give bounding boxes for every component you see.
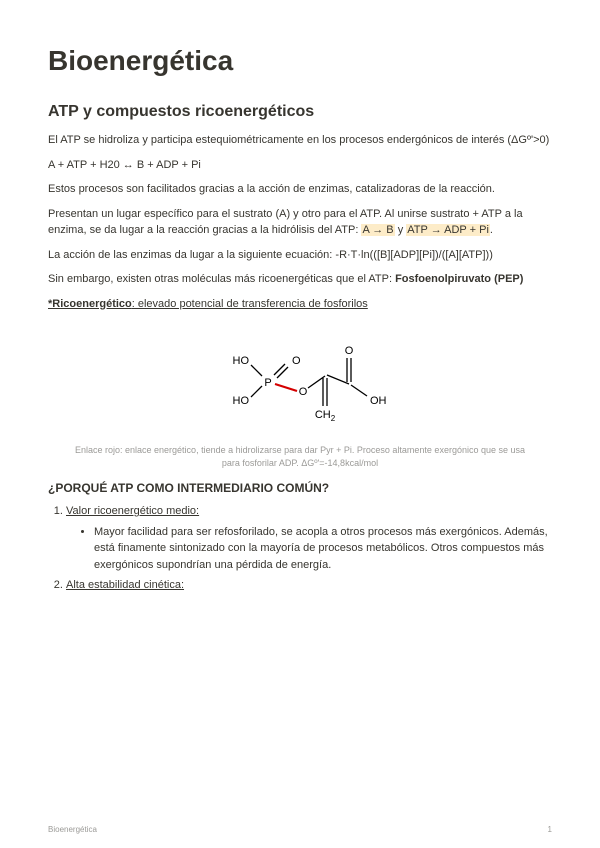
text: .: [490, 224, 493, 236]
sub-list: Mayor facilidad para ser refosforilado, …: [66, 524, 552, 574]
list-item-title: Valor ricoenergético medio:: [66, 505, 199, 517]
molecule-figure: P O HO HO O CH2 O OH: [48, 328, 552, 438]
bold-text: Fosfoenolpiruvato (PEP): [395, 273, 523, 285]
list-item: Valor ricoenergético medio: Mayor facili…: [66, 503, 552, 573]
paragraph: Sin embargo, existen otras moléculas más…: [48, 271, 552, 288]
paragraph: Estos procesos son facilitados gracias a…: [48, 181, 552, 198]
ordered-list: Valor ricoenergético medio: Mayor facili…: [48, 503, 552, 594]
atom-ho: HO: [233, 395, 250, 407]
list-item-title: Alta estabilidad cinética:: [66, 579, 184, 591]
highlight: ATP → ADP + Pi: [406, 224, 490, 236]
atom-ho: HO: [233, 355, 250, 367]
atom-ch2: CH2: [315, 409, 336, 423]
atom-o: O: [345, 345, 354, 357]
atom-p: P: [264, 377, 271, 389]
subsection-heading: ¿PORQUÉ ATP COMO INTERMEDIARIO COMÚN?: [48, 479, 552, 497]
page-footer: Bioenergética 1: [48, 824, 552, 836]
term: *Ricoenergético: [48, 298, 132, 310]
text: y: [395, 224, 407, 236]
footer-title: Bioenergética: [48, 824, 97, 836]
highlight: A → B: [361, 224, 394, 236]
section-heading: ATP y compuestos ricoenergéticos: [48, 100, 552, 124]
paragraph: El ATP se hidroliza y participa estequio…: [48, 132, 552, 149]
list-item: Alta estabilidad cinética:: [66, 577, 552, 594]
paragraph: Presentan un lugar específico para el su…: [48, 206, 552, 239]
definition: *Ricoenergético: elevado potencial de tr…: [48, 296, 552, 313]
paragraph: La acción de las enzimas da lugar a la s…: [48, 247, 552, 264]
term-def: : elevado potencial de transferencia de …: [132, 298, 368, 310]
page-title: Bioenergética: [48, 40, 552, 82]
atom-o: O: [299, 386, 308, 398]
text: Sin embargo, existen otras moléculas más…: [48, 273, 395, 285]
figure-caption: Enlace rojo: enlace energético, tiende a…: [48, 444, 552, 469]
atom-oh: OH: [370, 395, 387, 407]
energetic-bond: [275, 384, 297, 391]
page-number: 1: [548, 824, 552, 836]
atom-o: O: [292, 355, 301, 367]
sub-list-item: Mayor facilidad para ser refosforilado, …: [94, 524, 552, 574]
equation: A + ATP + H20 ↔ B + ADP + Pi: [48, 157, 552, 174]
